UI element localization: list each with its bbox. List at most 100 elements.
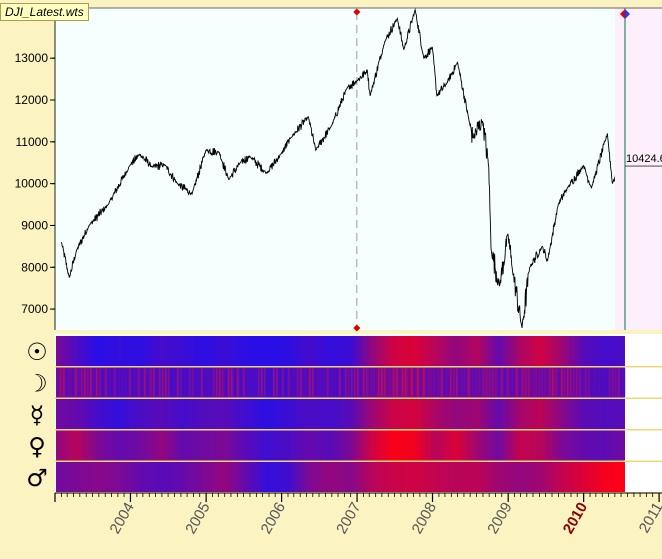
- moon-texture-stripe: [99, 368, 101, 397]
- moon-texture-stripe: [246, 368, 248, 397]
- moon-texture-stripe: [111, 368, 113, 397]
- moon-texture-stripe: [438, 368, 440, 397]
- moon-texture-stripe: [324, 368, 326, 397]
- moon-texture-stripe: [315, 368, 317, 397]
- moon-texture-stripe: [282, 368, 284, 397]
- moon-texture-stripe: [129, 368, 131, 397]
- moon-texture-stripe: [435, 368, 437, 397]
- moon-texture-stripe: [477, 368, 479, 397]
- moon-texture-stripe: [420, 368, 422, 397]
- moon-texture-stripe: [468, 368, 470, 397]
- sun-glyph-icon: ☉: [26, 338, 48, 366]
- moon-texture-stripe: [444, 368, 446, 397]
- moon-texture-stripe: [414, 368, 416, 397]
- moon-texture-stripe: [432, 368, 434, 397]
- moon-texture-stripe: [486, 368, 488, 397]
- moon-texture-stripe: [228, 368, 230, 397]
- moon-texture-stripe: [471, 368, 473, 397]
- cursor-handle-blue[interactable]: [624, 9, 630, 19]
- mars-glyph-icon: ♂: [26, 464, 48, 492]
- moon-texture-stripe: [465, 368, 467, 397]
- marker-handle[interactable]: [353, 8, 361, 16]
- marker-handle[interactable]: [353, 324, 361, 332]
- moon-texture-stripe: [231, 368, 233, 397]
- moon-texture-stripe: [312, 368, 314, 397]
- moon-texture-stripe: [162, 368, 164, 397]
- y-tick-label: 8000: [21, 260, 48, 274]
- y-tick-label: 13000: [15, 51, 49, 65]
- x-year-label: 2010: [560, 500, 591, 537]
- moon-texture-stripe: [207, 368, 209, 397]
- x-year-label: 2008: [409, 500, 440, 537]
- moon-texture-stripe: [429, 368, 431, 397]
- moon-texture-stripe: [480, 368, 482, 397]
- moon-texture-stripe: [606, 368, 608, 397]
- moon-texture-stripe: [321, 368, 323, 397]
- moon-texture-stripe: [135, 368, 137, 397]
- moon-texture-stripe: [570, 368, 572, 397]
- moon-texture-stripe: [285, 368, 287, 397]
- moon-texture-stripe: [351, 368, 353, 397]
- moon-texture-stripe: [525, 368, 527, 397]
- moon-texture-stripe: [531, 368, 533, 397]
- moon-texture-stripe: [63, 368, 65, 397]
- moon-texture-stripe: [87, 368, 89, 397]
- moon-texture-stripe: [195, 368, 197, 397]
- x-year-label: 2007: [333, 500, 364, 537]
- moon-texture-stripe: [279, 368, 281, 397]
- x-year-label: 2006: [258, 500, 289, 537]
- moon-texture-stripe: [333, 368, 335, 397]
- moon-texture-stripe: [339, 368, 341, 397]
- moon-texture-stripe: [159, 368, 161, 397]
- moon-texture-stripe: [243, 368, 245, 397]
- moon-texture-stripe: [366, 368, 368, 397]
- moon-texture-stripe: [267, 368, 269, 397]
- moon-texture-stripe: [141, 368, 143, 397]
- moon-texture-stripe: [219, 368, 221, 397]
- moon-texture-stripe: [567, 368, 569, 397]
- moon-texture-stripe: [507, 368, 509, 397]
- future-zone-bg: [615, 8, 662, 330]
- moon-texture-stripe: [609, 368, 611, 397]
- moon-texture-stripe: [108, 368, 110, 397]
- last-value-label: 10424.62: [626, 153, 662, 165]
- moon-texture-stripe: [96, 368, 98, 397]
- heat-row-moon: [56, 367, 625, 398]
- moon-texture-stripe: [534, 368, 536, 397]
- cursor-handle-red[interactable]: [619, 9, 625, 19]
- moon-texture-stripe: [456, 368, 458, 397]
- moon-texture-stripe: [216, 368, 218, 397]
- moon-texture-stripe: [123, 368, 125, 397]
- moon-texture-stripe: [348, 368, 350, 397]
- moon-texture-stripe: [300, 368, 302, 397]
- moon-texture-stripe: [555, 368, 557, 397]
- moon-texture-stripe: [513, 368, 515, 397]
- heat-row-venus: [56, 430, 625, 461]
- heat-row-mercury: [56, 399, 625, 429]
- moon-texture-stripe: [618, 368, 620, 397]
- moon-texture-stripe: [249, 368, 251, 397]
- y-tick-label: 12000: [15, 93, 49, 107]
- moon-texture-stripe: [522, 368, 524, 397]
- moon-texture-stripe: [213, 368, 215, 397]
- moon-texture-stripe: [612, 368, 614, 397]
- moon-texture-stripe: [84, 368, 86, 397]
- moon-texture-stripe: [342, 368, 344, 397]
- moon-texture-stripe: [393, 368, 395, 397]
- moon-texture-stripe: [459, 368, 461, 397]
- y-tick-label: 9000: [21, 218, 48, 232]
- moon-texture-stripe: [549, 368, 551, 397]
- moon-texture-stripe: [252, 368, 254, 397]
- moon-texture-stripe: [318, 368, 320, 397]
- moon-texture-stripe: [147, 368, 149, 397]
- moon-texture-stripe: [387, 368, 389, 397]
- moon-texture-stripe: [396, 368, 398, 397]
- moon-texture-stripe: [402, 368, 404, 397]
- x-year-label: 2005: [182, 500, 213, 537]
- moon-texture-stripe: [60, 368, 62, 397]
- file-name-tab[interactable]: DJI_Latest.wts: [0, 3, 89, 21]
- moon-texture-stripe: [81, 368, 83, 397]
- moon-texture-stripe: [558, 368, 560, 397]
- moon-texture-stripe: [126, 368, 128, 397]
- moon-texture-stripe: [552, 368, 554, 397]
